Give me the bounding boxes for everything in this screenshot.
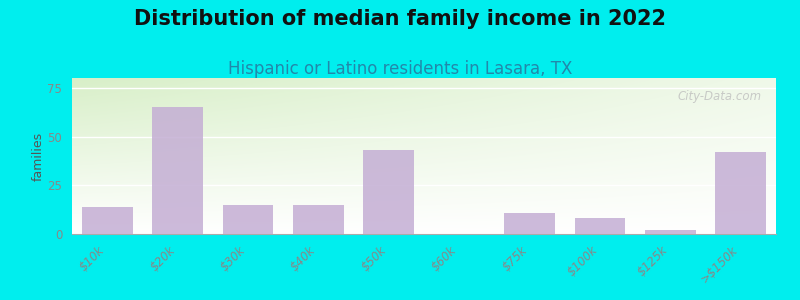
Bar [363, 150, 414, 234]
Text: City-Data.com: City-Data.com [678, 91, 762, 103]
Bar [293, 205, 344, 234]
Text: Distribution of median family income in 2022: Distribution of median family income in … [134, 9, 666, 29]
Bar [152, 107, 203, 234]
Bar [82, 207, 133, 234]
Bar [574, 218, 626, 234]
Bar [222, 205, 274, 234]
Text: Hispanic or Latino residents in Lasara, TX: Hispanic or Latino residents in Lasara, … [228, 60, 572, 78]
Bar [504, 212, 555, 234]
Bar [645, 230, 696, 234]
Bar [715, 152, 766, 234]
Y-axis label: families: families [32, 131, 45, 181]
